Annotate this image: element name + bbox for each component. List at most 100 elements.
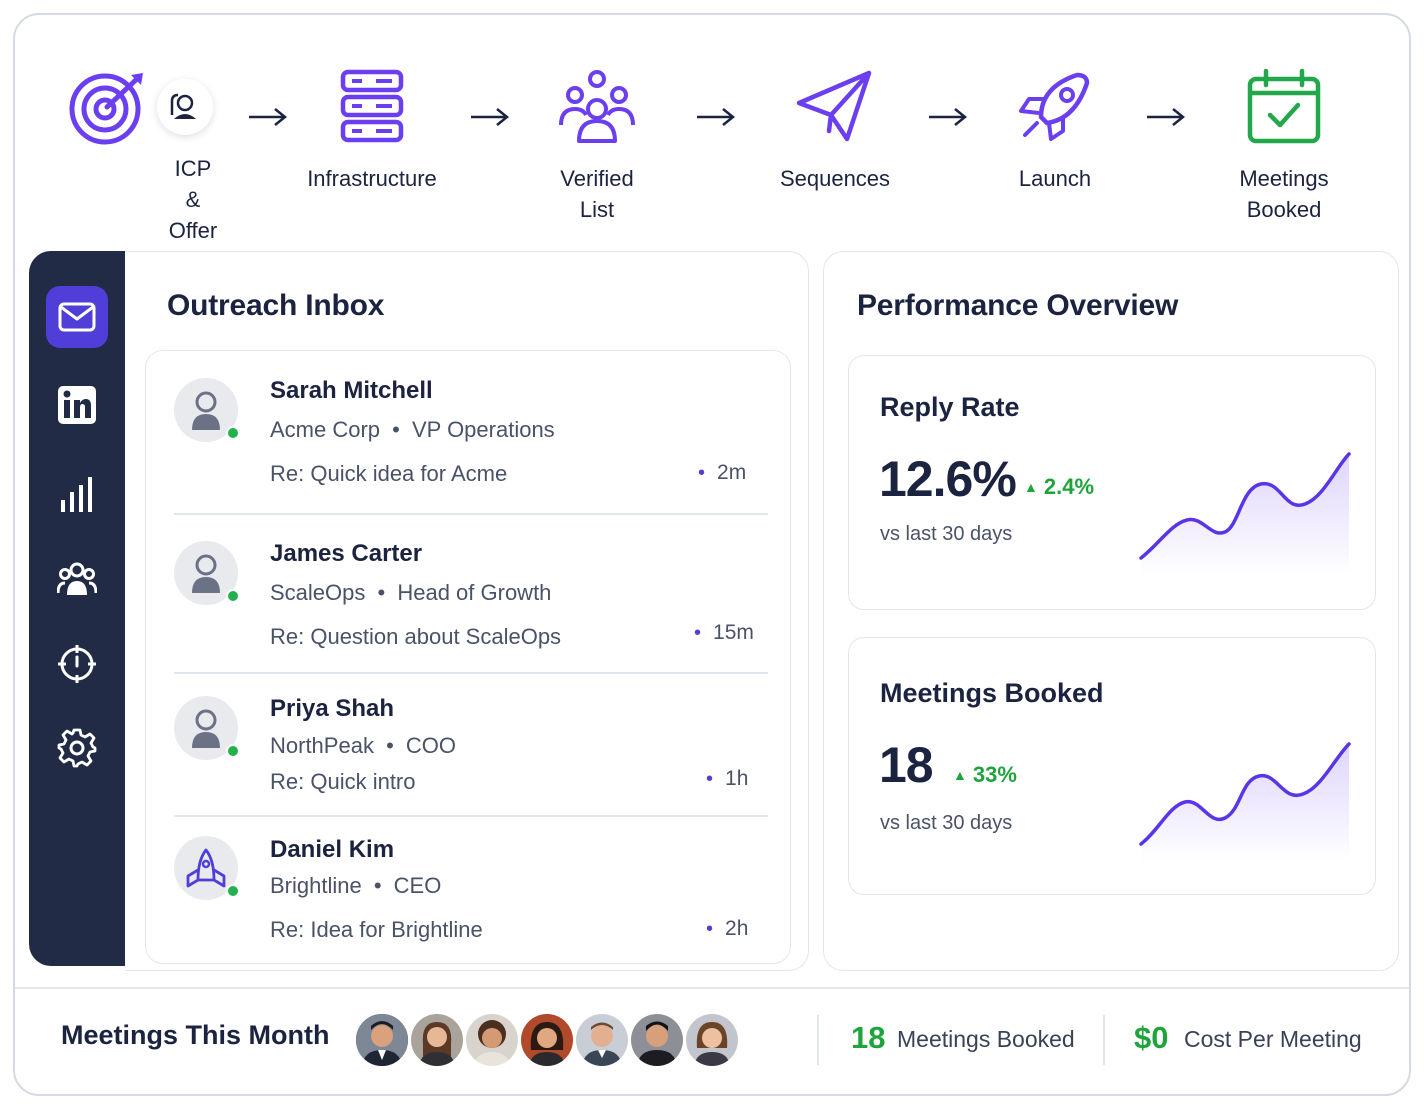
arrow-right-icon: [697, 108, 736, 126]
online-status-dot: [226, 884, 240, 898]
sender-company-role: ScaleOps • Head of Growth: [270, 580, 552, 605]
metric-title: Meetings Booked: [880, 678, 1104, 708]
metric-comparison: vs last 30 days: [880, 812, 1013, 834]
step-label: Verified List: [560, 166, 634, 222]
online-status-dot: [226, 589, 240, 603]
avatar: [174, 378, 240, 442]
sidebar-item-targeting[interactable]: [46, 633, 108, 695]
online-status-dot: [226, 744, 240, 758]
person-icon: [192, 391, 220, 430]
person-icon: [192, 554, 220, 593]
step-label: Sequences: [779, 166, 891, 191]
rocket-avatar-icon: [186, 848, 226, 888]
sender-company-role: NorthPeak • COO: [270, 733, 457, 758]
footer-separator: [817, 1015, 819, 1065]
message-time: 2h: [706, 917, 748, 941]
sidebar-item-settings[interactable]: [46, 717, 108, 779]
sender-company-role: Brightline • CEO: [270, 873, 442, 898]
reply-rate-sparkline: [1139, 452, 1351, 576]
avatar: [174, 541, 240, 605]
sidebar-item-analytics[interactable]: [46, 463, 108, 525]
attendee-avatar: [408, 1011, 466, 1069]
pipeline-step-infrastructure: Infrastructure: [287, 69, 457, 194]
meetings-count-label: Meetings Booked: [897, 1026, 1075, 1052]
meetings-sparkline: [1139, 742, 1351, 862]
metric-value: 18: [879, 737, 934, 793]
team-icon: [57, 562, 97, 595]
metric-title: Reply Rate: [880, 392, 1020, 422]
arrow-right-icon: [249, 108, 288, 126]
avatar: [174, 696, 240, 760]
pipeline-step-sequences: Sequences: [765, 69, 905, 194]
attendee-avatar: [683, 1011, 741, 1069]
performance-title: Performance Overview: [857, 289, 1179, 322]
sender-name: Priya Shah: [270, 695, 395, 722]
list-item[interactable]: Daniel Kim Brightline • CEO Re: Idea for…: [146, 816, 792, 964]
cost-per-meeting-label: Cost Per Meeting: [1184, 1026, 1362, 1052]
footer-separator: [1103, 1015, 1105, 1065]
avatar: [174, 836, 240, 900]
attendee-avatar: [628, 1011, 686, 1069]
message-time: 2m: [698, 461, 746, 485]
list-item[interactable]: James Carter ScaleOps • Head of Growth R…: [146, 514, 792, 672]
divider: [174, 513, 768, 515]
meetings-count: 18: [851, 1020, 886, 1055]
person-icon: [192, 709, 220, 748]
sender-name: Daniel Kim: [270, 836, 395, 863]
metric-delta: 33%: [953, 762, 1017, 788]
inbox-list: Sarah Mitchell Acme Corp • VP Operations…: [145, 350, 791, 964]
dashboard-frame: ICP & Offer Infrastructure: [13, 13, 1411, 1096]
message-time: 15m: [694, 621, 754, 645]
mail-icon: [58, 302, 96, 332]
arrow-right-icon: [471, 108, 510, 126]
sender-name: James Carter: [270, 540, 423, 567]
attendee-avatar: [573, 1011, 631, 1069]
step-label: Launch: [1018, 166, 1092, 191]
divider: [174, 672, 768, 674]
paper-plane-icon: [796, 70, 872, 142]
attendee-avatar: [463, 1011, 521, 1069]
message-subject: Re: Idea for Brightline: [270, 917, 483, 942]
offer-badge-icon: [157, 79, 213, 135]
gear-icon: [57, 728, 97, 768]
message-subject: Re: Quick intro: [270, 769, 416, 794]
calendar-check-icon: [1247, 69, 1321, 144]
bar-chart-icon: [61, 477, 92, 512]
sender-company-role: Acme Corp • VP Operations: [270, 417, 555, 442]
message-time: 1h: [706, 767, 748, 791]
step-label: Infrastructure: [307, 166, 437, 191]
divider: [174, 815, 768, 817]
inbox-title: Outreach Inbox: [167, 289, 385, 322]
rocket-icon: [1019, 72, 1090, 141]
sidebar-item-mail[interactable]: [46, 286, 108, 348]
crosshair-icon: [58, 645, 96, 683]
online-status-dot: [226, 426, 240, 440]
footer-divider: [15, 987, 1409, 989]
server-icon: [340, 69, 404, 143]
cost-per-meeting-value: $0: [1134, 1020, 1169, 1055]
message-subject: Re: Question about ScaleOps: [270, 624, 562, 649]
message-subject: Re: Quick idea for Acme: [270, 461, 508, 486]
list-item[interactable]: Priya Shah NorthPeak • COO Re: Quick int…: [146, 673, 792, 815]
arrow-right-icon: [1147, 108, 1186, 126]
pipeline-step-meetings-booked: Meetings Booked: [1221, 69, 1347, 225]
arrow-right-icon: [929, 108, 968, 126]
step-label: Meetings Booked: [1239, 166, 1329, 222]
sidebar-item-linkedin[interactable]: [46, 374, 108, 436]
pipeline-step-launch: Launch: [995, 69, 1115, 194]
people-icon: [559, 70, 635, 143]
pipeline-step-verified-list: Verified List: [535, 69, 659, 225]
attendee-avatar: [518, 1011, 576, 1069]
footer-title: Meetings This Month: [61, 1020, 330, 1050]
sidebar-item-contacts[interactable]: [46, 548, 108, 610]
reply-rate-card: Reply Rate 12.6% 2.4% vs last 30 days: [848, 355, 1376, 610]
linkedin-icon: [58, 386, 96, 424]
target-icon: [69, 73, 143, 145]
attendee-avatar: [353, 1011, 411, 1069]
metric-comparison: vs last 30 days: [880, 523, 1013, 545]
sender-name: Sarah Mitchell: [270, 377, 433, 404]
meetings-booked-card: Meetings Booked 18 33% vs last 30 days: [848, 637, 1376, 895]
metric-delta: 2.4%: [1024, 474, 1094, 500]
metric-value: 12.6%: [879, 451, 1017, 507]
list-item[interactable]: Sarah Mitchell Acme Corp • VP Operations…: [146, 351, 792, 513]
